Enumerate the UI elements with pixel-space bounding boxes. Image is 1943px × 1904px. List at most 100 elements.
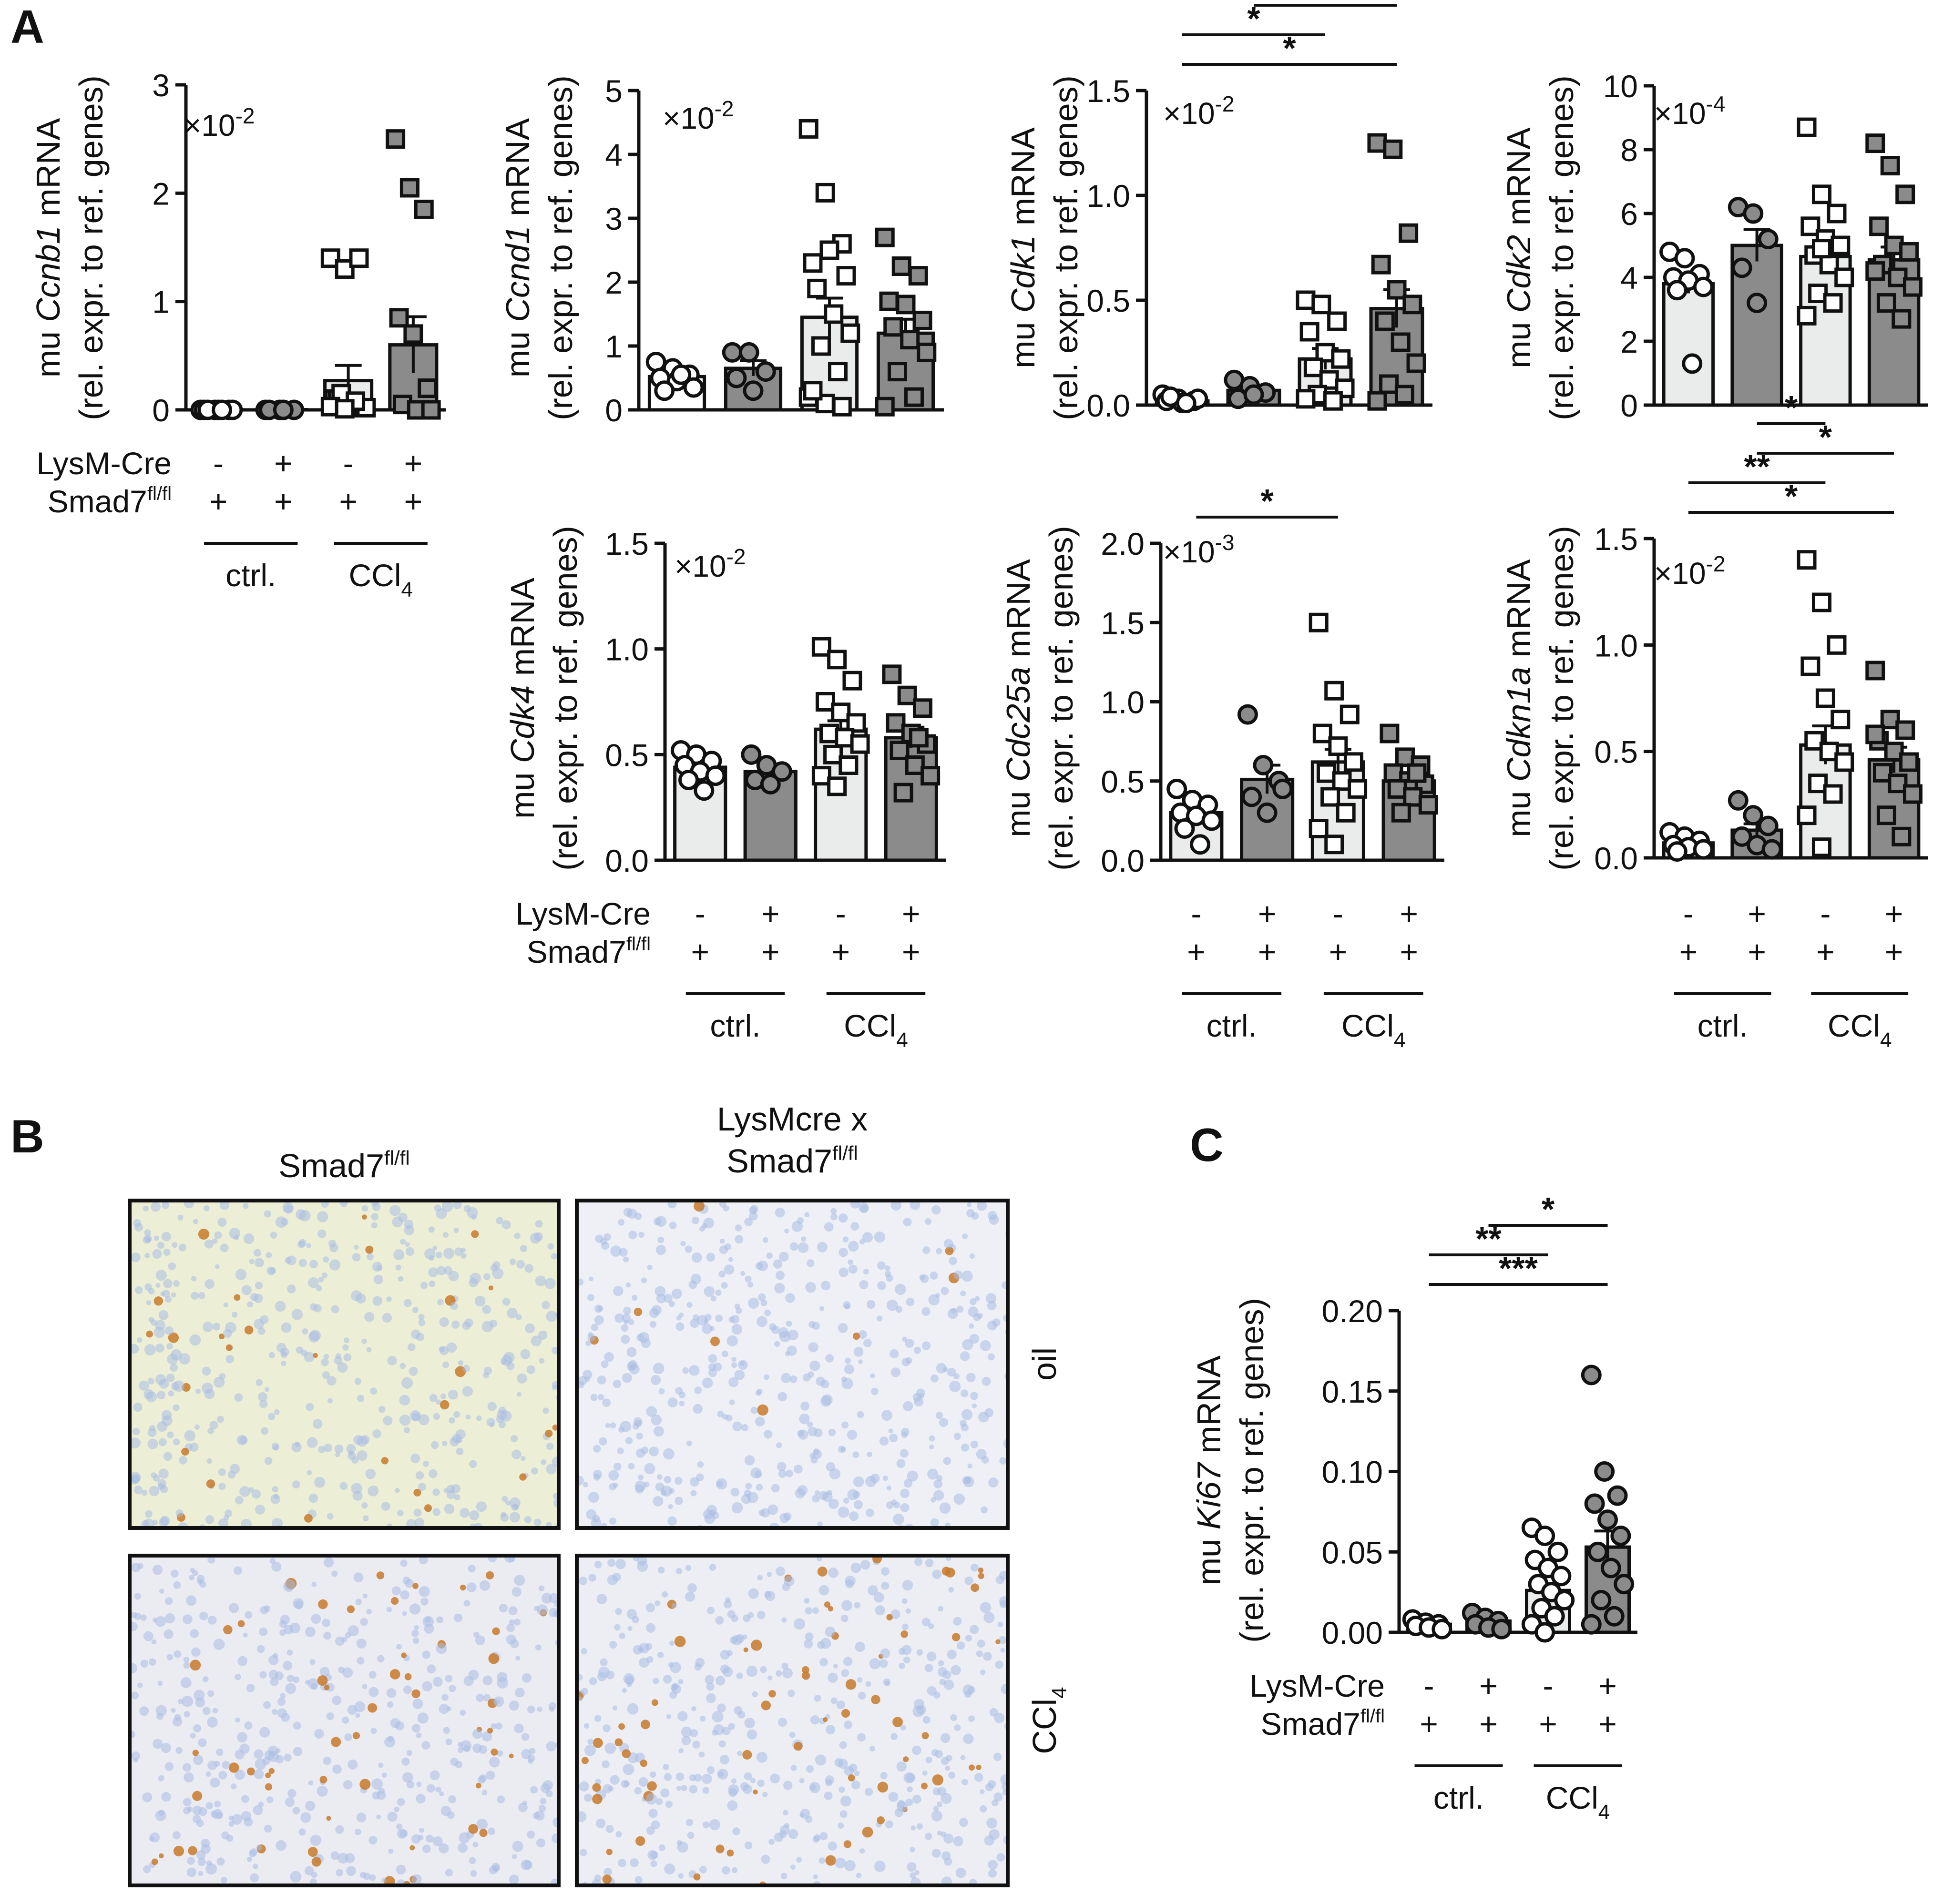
nucleus [146, 1300, 151, 1305]
nucleus [439, 1703, 450, 1714]
nucleus [871, 1387, 879, 1395]
nucleus [760, 1508, 770, 1517]
nucleus [356, 1638, 367, 1649]
nucleus [294, 1441, 300, 1447]
nucleus [132, 1344, 139, 1354]
nucleus [933, 1806, 939, 1812]
data-point [1309, 819, 1329, 838]
data-point [421, 400, 441, 420]
scale-factor: ×10-3 [1163, 530, 1234, 569]
nucleus [395, 1264, 401, 1271]
nucleus [840, 1795, 851, 1807]
genotype-row2-base: Smad7 [527, 934, 626, 969]
nucleus [677, 1841, 688, 1853]
nucleus [645, 1603, 655, 1613]
nucleus [193, 1219, 198, 1224]
nucleus [694, 1773, 702, 1782]
nucleus [847, 1430, 857, 1440]
nucleus [133, 1486, 143, 1495]
stained-nucleus [311, 1857, 321, 1867]
nucleus [474, 1295, 486, 1307]
nucleus [618, 1859, 626, 1867]
nucleus [886, 1274, 893, 1282]
nucleus [686, 1440, 692, 1446]
nucleus [852, 1451, 859, 1458]
nucleus [935, 1412, 943, 1419]
nucleus [458, 1741, 463, 1747]
nucleus [787, 1690, 795, 1697]
data-point [1876, 293, 1896, 313]
nucleus [321, 1202, 329, 1208]
nucleus [881, 1567, 890, 1576]
nucleus [600, 1658, 608, 1666]
stained-nucleus [794, 1741, 803, 1751]
nucleus [723, 1600, 732, 1609]
nucleus [850, 1222, 859, 1231]
nucleus [692, 1252, 702, 1263]
nucleus [646, 1406, 657, 1417]
nucleus [893, 1501, 900, 1508]
nucleus [323, 1757, 331, 1765]
nucleus [419, 1586, 430, 1597]
nucleus [135, 1286, 143, 1294]
nucleus [596, 1818, 606, 1828]
nucleus [345, 1853, 355, 1863]
nucleus [767, 1504, 778, 1515]
nucleus [1005, 1232, 1006, 1236]
nucleus [179, 1353, 191, 1365]
data-point [1728, 790, 1749, 811]
data-point [1865, 661, 1885, 681]
nucleus [981, 1506, 988, 1514]
nucleus [715, 1289, 722, 1296]
bar [1662, 282, 1715, 407]
nucleus [667, 1397, 678, 1407]
nucleus [932, 1787, 941, 1796]
nucleus [953, 1433, 961, 1440]
y-axis-label: mu Cdc25a mRNA [1000, 559, 1037, 837]
nucleus [608, 1470, 619, 1481]
genotype-row2-value: + [1598, 1706, 1617, 1741]
nucleus [859, 1330, 867, 1339]
stained-nucleus [319, 1776, 327, 1784]
nucleus [862, 1232, 873, 1243]
nucleus [647, 1850, 657, 1860]
nucleus [910, 1825, 916, 1831]
tissue-texture [132, 1558, 557, 1884]
ccl4-label: CCl4 [1341, 1008, 1405, 1052]
nucleus [141, 1489, 148, 1496]
nucleus [323, 1256, 329, 1263]
nucleus [142, 1792, 153, 1802]
nucleus [286, 1675, 295, 1682]
nucleus [815, 1754, 827, 1766]
nucleus [867, 1451, 872, 1457]
stained-nucleus [491, 1748, 498, 1756]
nucleus [335, 1353, 341, 1359]
stained-nucleus [710, 1336, 720, 1346]
nucleus [445, 1869, 453, 1877]
nucleus [589, 1276, 593, 1282]
nucleus [416, 1793, 426, 1804]
nucleus [721, 1350, 728, 1357]
ylabel-gene: Ki67 [1190, 1461, 1227, 1529]
nucleus [797, 1429, 805, 1437]
nucleus [452, 1202, 462, 1209]
nucleus [910, 1202, 920, 1210]
nucleus [849, 1763, 858, 1772]
nucleus [734, 1706, 743, 1715]
nucleus [981, 1456, 989, 1464]
nucleus [207, 1717, 218, 1728]
nucleus [614, 1313, 624, 1323]
nucleus [158, 1483, 165, 1490]
nucleus [362, 1684, 368, 1690]
scale-base: ×10 [1163, 96, 1215, 131]
stained-nucleus [862, 1826, 873, 1838]
nucleus [443, 1488, 449, 1493]
nucleus [402, 1772, 413, 1783]
nucleus [217, 1218, 227, 1227]
nucleus [513, 1619, 521, 1626]
nucleus [980, 1602, 992, 1613]
nucleus [309, 1878, 317, 1884]
nucleus [841, 1421, 849, 1429]
nucleus [400, 1239, 406, 1245]
nucleus [826, 1725, 836, 1734]
